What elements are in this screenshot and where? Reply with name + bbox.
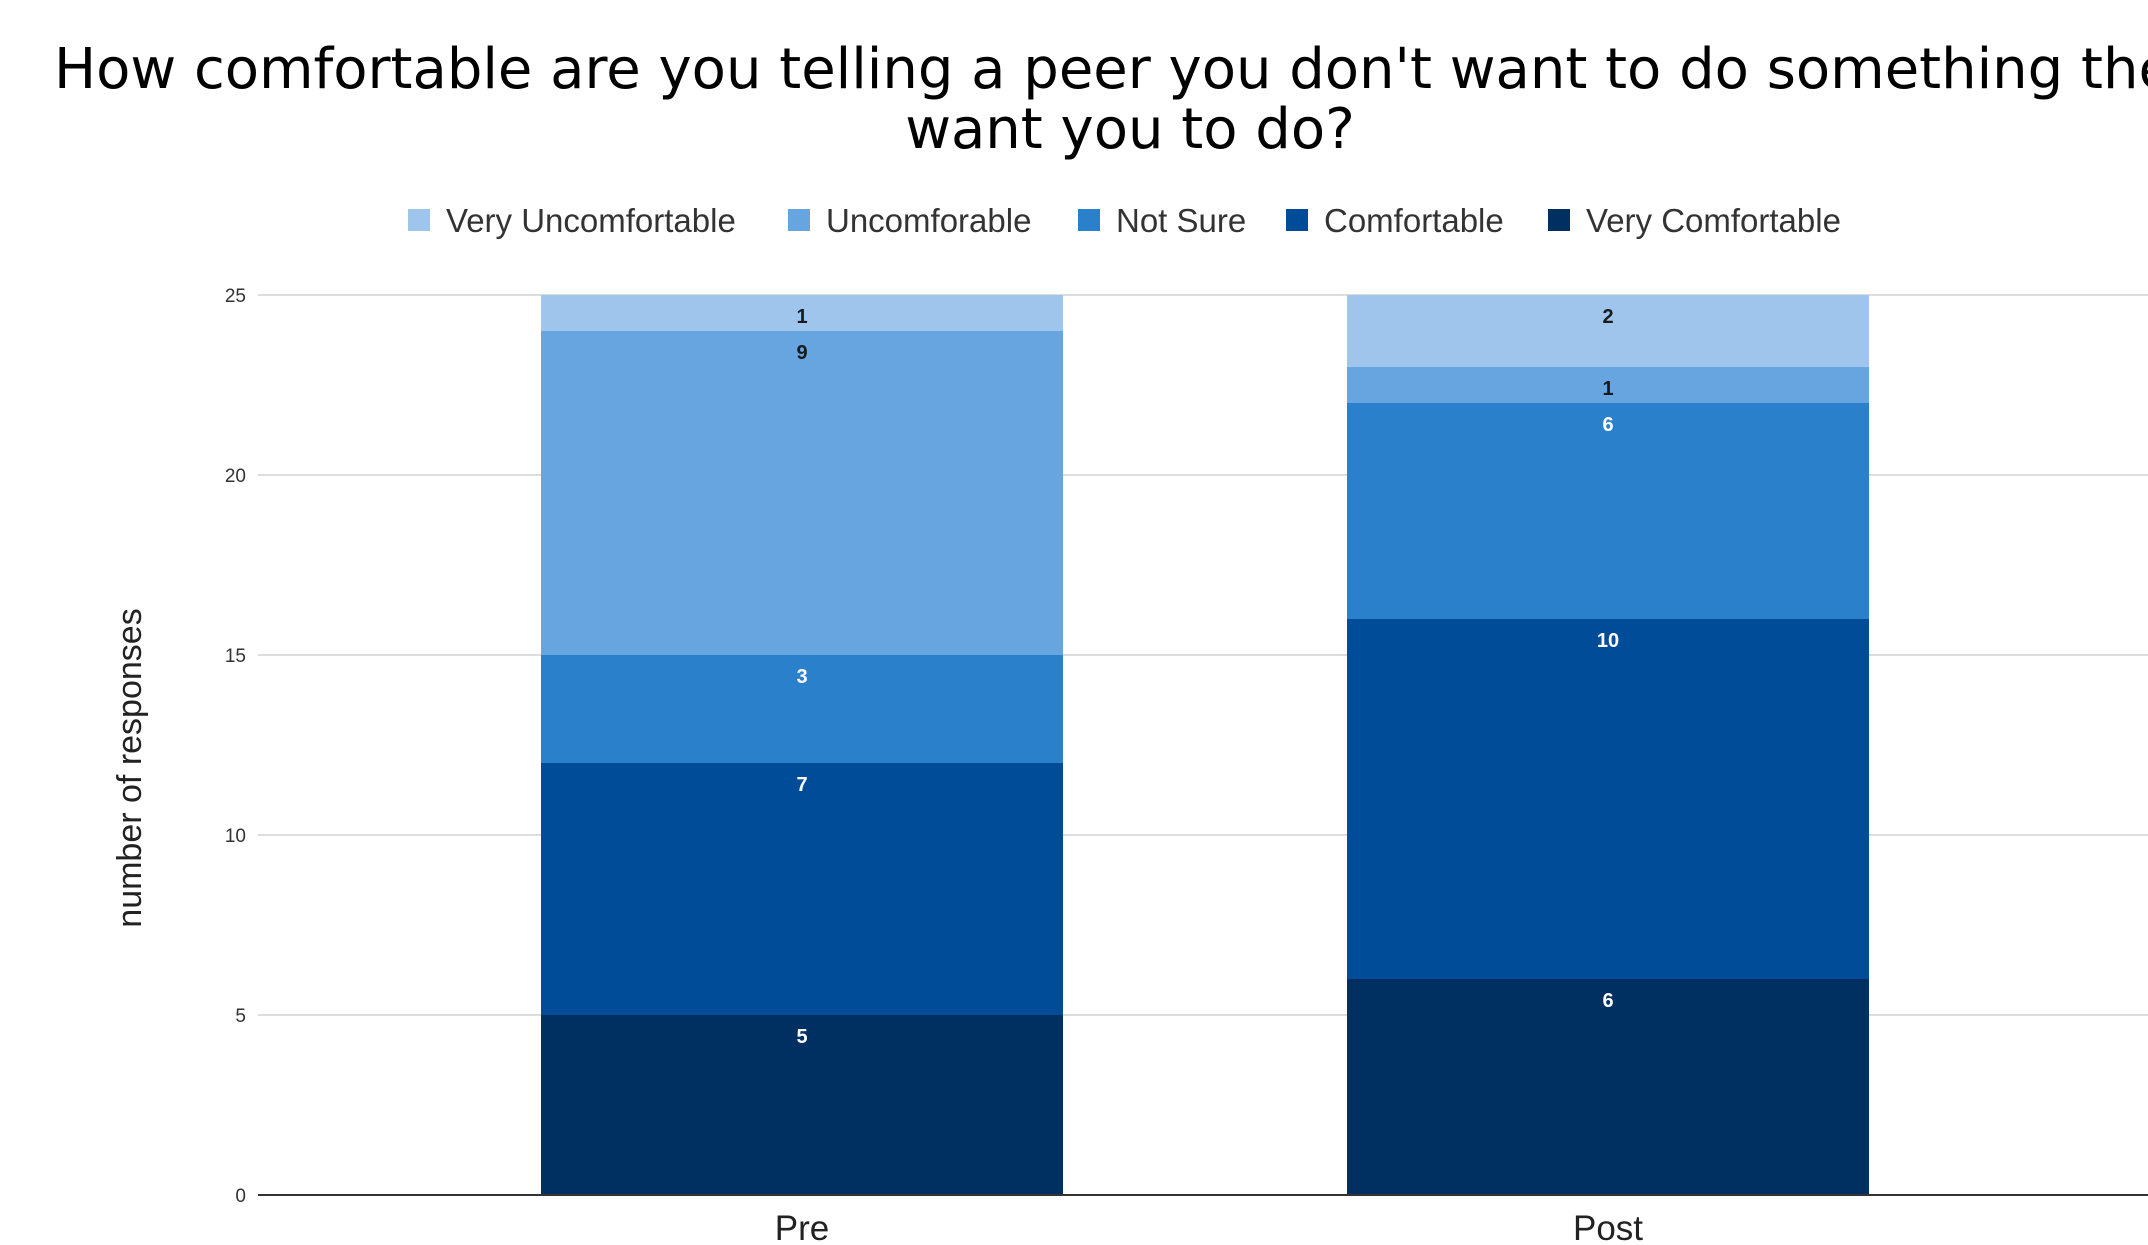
legend-swatch bbox=[788, 209, 810, 231]
legend-label: Uncomforable bbox=[826, 202, 1031, 239]
legend-item: Uncomforable bbox=[788, 202, 1031, 239]
data-label: 7 bbox=[796, 774, 807, 796]
legend-swatch bbox=[1286, 209, 1308, 231]
bar-segment bbox=[541, 655, 1063, 763]
bar-segment bbox=[541, 763, 1063, 1015]
data-label: 6 bbox=[1602, 990, 1613, 1012]
y-tick-label: 20 bbox=[225, 466, 246, 487]
bars bbox=[541, 295, 1869, 1195]
data-label: 1 bbox=[1602, 378, 1613, 400]
y-tick-label: 15 bbox=[225, 646, 246, 667]
chart-title-line: How comfortable are you telling a peer y… bbox=[54, 37, 2148, 102]
legend-item: Not Sure bbox=[1078, 202, 1246, 239]
bar-segment bbox=[541, 295, 1063, 331]
y-tick-label: 10 bbox=[225, 826, 246, 847]
data-label: 5 bbox=[796, 1026, 807, 1048]
legend-item: Comfortable bbox=[1286, 202, 1504, 239]
legend-swatch bbox=[1078, 209, 1100, 231]
bar-segment bbox=[541, 1015, 1063, 1195]
data-label: 10 bbox=[1597, 630, 1619, 652]
legend-item: Very Uncomfortable bbox=[408, 202, 736, 239]
x-category-label: Post bbox=[1573, 1209, 1643, 1245]
legend-label: Comfortable bbox=[1324, 202, 1504, 239]
legend-label: Very Uncomfortable bbox=[446, 202, 736, 239]
chart-title-line: want you to do? bbox=[905, 97, 1355, 162]
y-axis-ticks: 0 5 10 15 20 25 bbox=[225, 286, 246, 1207]
x-axis-categories: Pre Post bbox=[775, 1209, 1644, 1245]
y-tick-label: 0 bbox=[235, 1186, 246, 1207]
legend-item: Very Comfortable bbox=[1548, 202, 1841, 239]
legend-swatch bbox=[1548, 209, 1570, 231]
legend-swatch bbox=[408, 209, 430, 231]
chart-legend: Very Uncomfortable Uncomforable Not Sure Co… bbox=[408, 202, 1841, 239]
y-tick-label: 5 bbox=[235, 1006, 246, 1027]
bar-segment bbox=[1347, 367, 1869, 403]
x-category-label: Pre bbox=[775, 1209, 829, 1245]
bar-segment bbox=[1347, 619, 1869, 979]
data-label: 3 bbox=[796, 666, 807, 688]
y-axis-title: number of responses bbox=[111, 608, 149, 927]
data-label: 6 bbox=[1602, 414, 1613, 436]
y-tick-label: 25 bbox=[225, 286, 246, 307]
bar-segment bbox=[1347, 979, 1869, 1195]
data-label: 2 bbox=[1602, 306, 1613, 328]
legend-label: Very Comfortable bbox=[1586, 202, 1841, 239]
bar-segment bbox=[1347, 403, 1869, 619]
data-label: 1 bbox=[796, 306, 807, 328]
bar-segment bbox=[541, 331, 1063, 655]
data-label: 9 bbox=[796, 342, 807, 364]
bar-segment bbox=[1347, 295, 1869, 367]
legend-label: Not Sure bbox=[1116, 202, 1246, 239]
data-labels: 5 7 3 9 1 6 10 6 1 2 bbox=[796, 306, 1619, 1048]
chart-title: How comfortable are you telling a peer y… bbox=[54, 37, 2148, 162]
